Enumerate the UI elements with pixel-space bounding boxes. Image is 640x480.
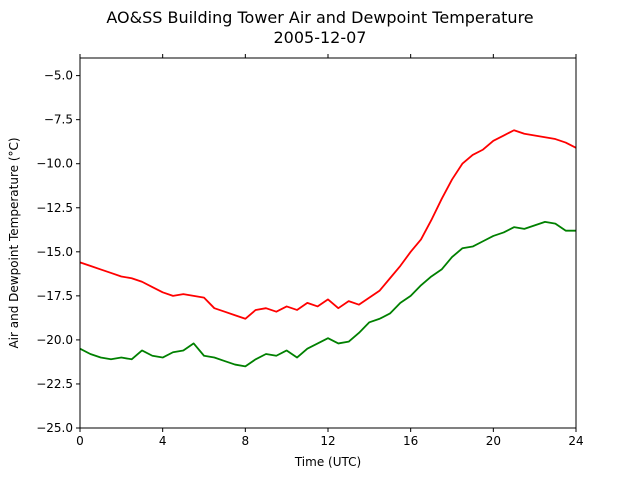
series-line-1	[79, 129, 577, 320]
plot-frame	[79, 57, 577, 429]
x-axis-ticks: 0 4 8 12 16 20 24	[76, 54, 584, 448]
x-tick-label: 24	[568, 434, 583, 448]
y-tick-label: −15.0	[36, 245, 73, 259]
x-tick-label: 16	[403, 434, 418, 448]
chart-subtitle-date: 2005-12-07	[273, 28, 367, 47]
y-tick-label: −22.5	[36, 377, 73, 391]
series-line-2	[79, 220, 576, 368]
plot-lines	[79, 129, 577, 368]
y-tick-label: −10.0	[36, 157, 73, 171]
y-tick-label: −5.0	[44, 69, 73, 83]
x-tick-label: 20	[486, 434, 501, 448]
y-tick-label: −20.0	[36, 333, 73, 347]
y-tick-label: −25.0	[36, 421, 73, 435]
x-tick-label: 4	[159, 434, 167, 448]
x-tick-label: 8	[242, 434, 250, 448]
x-tick-label: 0	[76, 434, 84, 448]
y-axis-label: Air and Dewpoint Temperature (°C)	[7, 137, 21, 348]
y-axis-ticks: −25.0 −22.5 −20.0 −17.5 −15.0 −12.5 −10.0 −7.5 −…	[36, 69, 80, 435]
y-tick-label: −7.5	[44, 113, 73, 127]
x-axis-label: Time (UTC)	[294, 455, 361, 469]
chart-title: AO&SS Building Tower Air and Dewpoint Te…	[106, 8, 534, 27]
y-tick-label: −17.5	[36, 289, 73, 303]
x-tick-label: 12	[320, 434, 335, 448]
y-tick-label: −12.5	[36, 201, 73, 215]
